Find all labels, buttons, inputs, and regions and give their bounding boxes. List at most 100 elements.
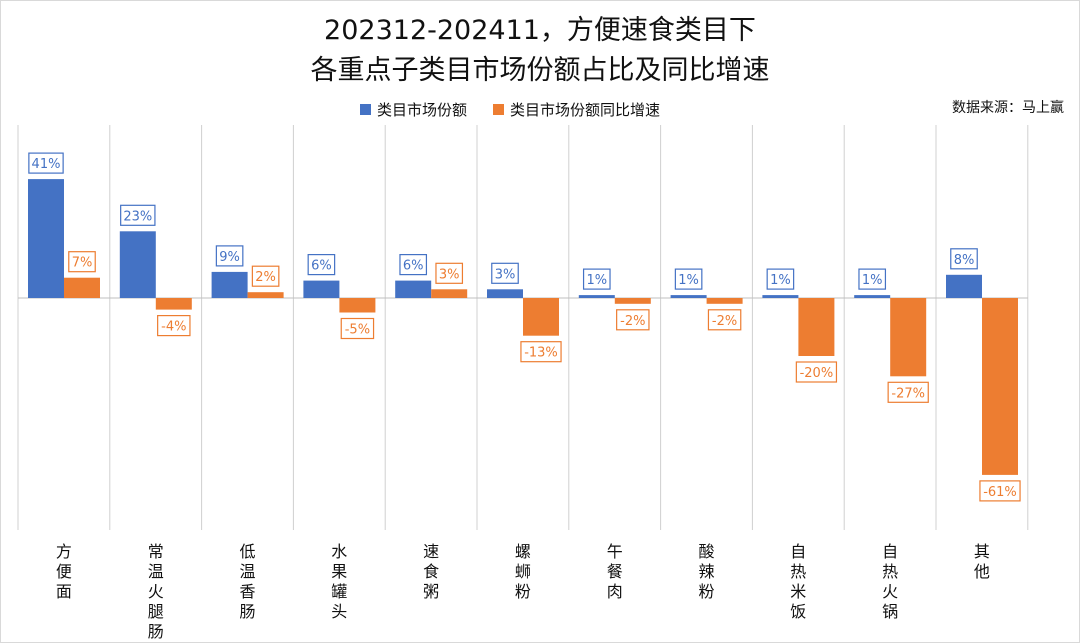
category-label-0: 面 xyxy=(56,582,72,601)
category-label-5: 粉 xyxy=(515,582,531,601)
category-label-2: 低 xyxy=(239,542,255,561)
category-label-0: 便 xyxy=(56,562,72,581)
category-label-4: 速 xyxy=(423,542,439,561)
category-label-6: 肉 xyxy=(607,582,623,601)
data-label-box xyxy=(520,341,562,363)
data-label-share-8: 1% xyxy=(770,273,791,288)
category-label-2: 温 xyxy=(239,562,255,581)
bar-share-7[interactable] xyxy=(670,295,707,298)
category-label-7: 酸 xyxy=(698,542,714,561)
data-label-growth-7: -2% xyxy=(712,314,737,329)
data-label-growth-3: -5% xyxy=(345,323,370,338)
data-label-box xyxy=(28,152,64,174)
data-label-box xyxy=(215,245,244,267)
data-label-box xyxy=(120,204,156,226)
bar-share-6[interactable] xyxy=(578,295,615,298)
data-label-box xyxy=(616,309,650,331)
bar-growth-1[interactable] xyxy=(155,298,192,310)
legend-swatch-share xyxy=(360,104,371,115)
bar-growth-0[interactable] xyxy=(64,277,100,298)
data-label-growth-9: -27% xyxy=(891,386,925,401)
bar-growth-6[interactable] xyxy=(614,298,651,304)
data-label-share-10: 8% xyxy=(954,253,975,268)
category-label-1: 常 xyxy=(148,542,164,561)
legend-swatch-growth xyxy=(493,104,505,115)
data-label-box xyxy=(157,315,191,337)
data-label-share-3: 6% xyxy=(311,259,332,274)
category-label-3: 罐 xyxy=(331,582,347,601)
data-label-box xyxy=(979,480,1021,502)
data-source-note: 数据来源：马上赢 xyxy=(952,100,1064,116)
category-label-4: 粥 xyxy=(423,582,439,601)
category-label-6: 餐 xyxy=(607,562,623,581)
category-label-6: 午 xyxy=(607,542,623,561)
category-label-8: 饭 xyxy=(790,602,806,621)
legend-label-growth: 类目市场份额同比增速 xyxy=(510,101,661,119)
category-label-2: 肠 xyxy=(239,602,255,621)
bar-share-0[interactable] xyxy=(28,179,64,298)
category-label-9: 自 xyxy=(882,542,898,561)
data-label-box xyxy=(950,248,978,270)
data-label-box xyxy=(399,254,428,276)
category-label-1: 火 xyxy=(148,582,164,601)
category-label-1: 腿 xyxy=(148,602,164,621)
bar-share-9[interactable] xyxy=(854,295,891,298)
data-label-box xyxy=(307,254,336,276)
bar-growth-7[interactable] xyxy=(706,298,743,304)
data-label-box xyxy=(858,268,887,290)
chart-legend: 类目市场份额 类目市场份额同比增速 xyxy=(360,99,660,120)
category-label-10: 其 xyxy=(974,542,990,561)
bar-growth-8[interactable] xyxy=(798,298,835,356)
category-label-8: 自 xyxy=(790,542,806,561)
bar-growth-4[interactable] xyxy=(431,289,468,298)
bar-share-8[interactable] xyxy=(762,295,799,298)
data-label-share-4: 6% xyxy=(403,259,424,274)
data-label-growth-1: -4% xyxy=(161,320,186,335)
category-label-1: 肠 xyxy=(148,622,164,641)
bar-growth-5[interactable] xyxy=(523,298,559,336)
bar-share-1[interactable] xyxy=(119,231,156,298)
category-label-8: 米 xyxy=(790,582,806,601)
category-label-7: 辣 xyxy=(698,562,714,581)
data-label-growth-2: 2% xyxy=(255,270,276,285)
bar-growth-9[interactable] xyxy=(890,298,927,377)
chart-title-line-2: 各重点子类目市场份额占比及同比增速 xyxy=(310,55,770,86)
data-label-box xyxy=(707,309,742,331)
data-label-box xyxy=(674,268,703,290)
bar-growth-10[interactable] xyxy=(982,298,1018,475)
bar-growth-2[interactable] xyxy=(247,292,284,298)
category-label-2: 香 xyxy=(239,582,255,601)
bar-share-10[interactable] xyxy=(946,274,982,298)
category-label-4: 食 xyxy=(423,562,439,581)
data-label-box xyxy=(887,381,929,403)
data-label-box xyxy=(435,262,464,284)
data-label-share-2: 9% xyxy=(219,250,240,265)
legend-item-share[interactable]: 类目市场份额 xyxy=(360,99,467,120)
data-label-box xyxy=(68,251,96,273)
data-label-box xyxy=(795,361,838,383)
category-label-9: 锅 xyxy=(882,602,898,621)
bar-share-5[interactable] xyxy=(487,289,523,298)
data-label-growth-10: -61% xyxy=(983,485,1017,500)
category-label-10: 他 xyxy=(974,562,990,581)
category-label-5: 蛳 xyxy=(515,562,531,581)
bar-share-4[interactable] xyxy=(395,280,432,298)
data-label-growth-8: -20% xyxy=(800,366,834,381)
bar-growth-3[interactable] xyxy=(339,298,376,313)
data-label-growth-4: 3% xyxy=(439,267,460,282)
category-label-8: 热 xyxy=(790,562,806,581)
category-label-3: 果 xyxy=(331,562,347,581)
data-label-share-9: 1% xyxy=(862,273,883,288)
data-label-share-6: 1% xyxy=(586,273,607,288)
category-label-1: 温 xyxy=(148,562,164,581)
legend-item-growth[interactable]: 类目市场份额同比增速 xyxy=(493,99,660,120)
bar-share-2[interactable] xyxy=(211,271,248,298)
data-label-box xyxy=(766,268,795,290)
category-label-9: 火 xyxy=(882,582,898,601)
data-label-box xyxy=(491,262,519,284)
category-label-5: 螺 xyxy=(515,542,531,561)
data-label-box xyxy=(340,317,375,340)
bar-share-3[interactable] xyxy=(303,280,340,298)
data-label-growth-0: 7% xyxy=(72,256,93,271)
